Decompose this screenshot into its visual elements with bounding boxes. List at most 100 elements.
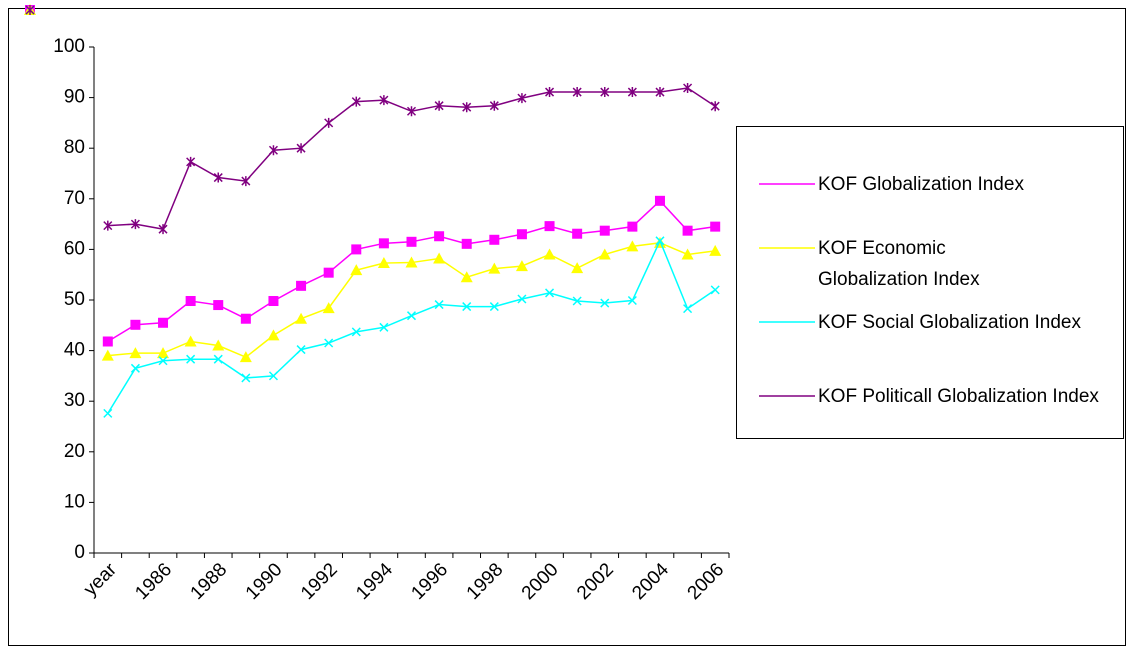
marker-x	[103, 408, 113, 418]
marker-x	[379, 322, 389, 332]
marker	[626, 240, 639, 252]
marker	[627, 87, 637, 98]
marker-triangle	[681, 248, 694, 260]
marker-x	[241, 373, 251, 383]
marker	[103, 220, 113, 231]
marker	[516, 229, 527, 240]
marker-triangle	[460, 271, 473, 283]
marker	[268, 371, 278, 381]
marker	[571, 262, 584, 274]
marker-x	[379, 95, 389, 106]
marker-triangle	[295, 312, 308, 324]
marker	[710, 285, 720, 295]
marker-x	[351, 327, 361, 337]
marker	[130, 363, 140, 373]
marker-triangle	[101, 349, 114, 361]
marker	[25, 5, 35, 15]
marker	[406, 106, 417, 117]
marker	[213, 354, 223, 364]
marker	[434, 300, 444, 310]
marker	[517, 93, 527, 104]
marker-square	[627, 221, 638, 232]
marker-square	[572, 228, 583, 239]
y-tick-label: 100	[53, 36, 85, 57]
marker-x	[489, 100, 499, 111]
marker	[296, 280, 307, 291]
marker	[572, 87, 582, 98]
marker	[655, 236, 665, 246]
marker	[324, 117, 334, 128]
marker-square	[185, 296, 196, 307]
marker	[296, 345, 306, 355]
marker-x	[572, 87, 582, 98]
marker-triangle	[433, 252, 446, 264]
marker-square	[654, 195, 665, 206]
marker	[322, 302, 335, 314]
marker-x	[600, 87, 610, 98]
y-tick-label: 40	[64, 340, 85, 361]
marker	[406, 236, 417, 247]
marker	[379, 95, 389, 106]
marker-triangle	[212, 339, 225, 351]
marker-x	[296, 143, 306, 154]
marker-square	[213, 300, 224, 311]
marker-x	[324, 117, 334, 128]
marker-square	[461, 238, 472, 249]
marker-square	[240, 313, 251, 324]
marker-square	[378, 238, 389, 249]
marker-square	[268, 296, 279, 307]
marker	[157, 347, 170, 359]
marker-triangle	[239, 351, 252, 363]
marker-triangle	[267, 329, 280, 341]
legend-swatch	[759, 247, 815, 249]
marker	[212, 339, 225, 351]
marker	[268, 145, 278, 156]
marker-triangle	[543, 248, 556, 260]
marker-square	[599, 225, 610, 236]
marker	[599, 225, 610, 236]
marker	[655, 87, 665, 98]
marker	[241, 373, 251, 383]
marker	[158, 356, 168, 366]
marker-x	[213, 354, 223, 364]
marker-x	[710, 285, 720, 295]
marker-square	[158, 317, 169, 328]
marker	[654, 195, 665, 206]
marker	[324, 338, 334, 348]
marker	[323, 267, 334, 278]
marker	[406, 311, 417, 321]
marker-x	[186, 354, 196, 364]
marker-square	[406, 236, 417, 247]
marker-x	[324, 338, 334, 348]
marker-x	[683, 82, 693, 93]
marker	[544, 221, 555, 232]
marker-triangle	[515, 260, 528, 272]
marker	[351, 96, 361, 107]
marker	[462, 102, 472, 113]
marker	[489, 234, 500, 245]
marker-x	[434, 300, 444, 310]
marker-x	[627, 87, 637, 98]
y-tick-label: 70	[64, 188, 85, 209]
marker-x	[296, 345, 306, 355]
legend-swatch	[759, 183, 815, 185]
marker-x	[545, 288, 555, 298]
marker-square	[544, 221, 555, 232]
marker	[268, 296, 279, 307]
marker	[405, 256, 418, 268]
marker-square	[434, 231, 445, 242]
marker	[545, 87, 555, 98]
marker-x	[572, 296, 582, 306]
marker-x	[627, 295, 637, 306]
marker	[213, 172, 223, 183]
marker	[600, 87, 610, 98]
marker-x	[213, 172, 223, 183]
marker	[433, 252, 446, 264]
marker-square	[102, 336, 113, 347]
marker	[241, 176, 251, 187]
marker	[488, 262, 501, 274]
marker	[158, 224, 168, 235]
marker-triangle	[488, 262, 501, 274]
